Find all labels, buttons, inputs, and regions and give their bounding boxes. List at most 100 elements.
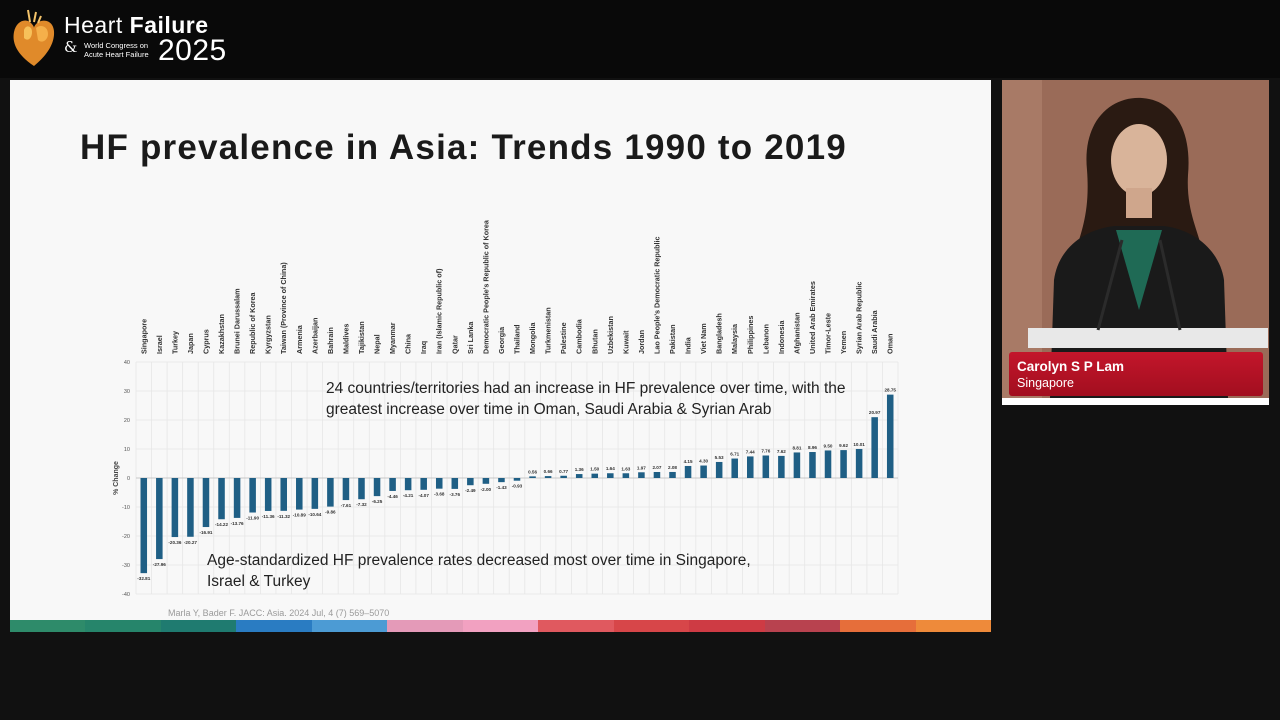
data-label: 2.08 [668, 465, 677, 470]
brand-subtitle-2: Acute Heart Failure [84, 50, 149, 59]
category-label: Iraq [419, 341, 428, 354]
category-label: Viet Nam [699, 323, 708, 354]
y-axis-label: % Change [113, 461, 120, 495]
category-label: Kuwait [621, 330, 630, 354]
category-label: Cyprus [201, 329, 210, 354]
bar-31 [607, 473, 614, 478]
category-label: Palestine [559, 322, 568, 354]
data-label: 10.01 [853, 442, 865, 447]
category-label: Nepal [373, 334, 382, 354]
bar-3 [171, 478, 179, 538]
y-tick-label: -40 [122, 592, 130, 598]
category-label: Bahrain [326, 327, 335, 354]
data-label: 28.75 [884, 388, 896, 393]
speaker-video: Carolyn S P Lam Singapore [1002, 80, 1269, 398]
data-label: -11.32 [277, 514, 290, 519]
data-label: -20.36 [168, 540, 181, 545]
bar-9 [264, 478, 272, 511]
category-label: China [404, 333, 413, 354]
bar-47 [855, 448, 863, 478]
category-label: Malaysia [730, 323, 739, 354]
bar-16 [373, 478, 381, 497]
category-label: Kazakhstan [217, 314, 226, 354]
y-tick-label: -30 [122, 563, 130, 569]
y-tick-label: -10 [122, 505, 130, 511]
stripe-segment [915, 620, 992, 632]
bar-17 [389, 478, 396, 491]
data-label: 1.50 [590, 467, 599, 472]
category-label: Philippines [746, 316, 755, 354]
data-label: 0.56 [528, 469, 537, 474]
bar-32 [622, 473, 630, 478]
data-label: 2.07 [652, 465, 661, 470]
bar-2 [156, 478, 163, 560]
category-label: Brunei Darussalam [233, 288, 242, 354]
bar-33 [638, 472, 645, 478]
data-label: -13.76 [231, 521, 244, 526]
data-label: 1.97 [637, 465, 646, 470]
data-label: -7.61 [341, 503, 352, 508]
data-label: 7.76 [761, 448, 770, 453]
category-label: Taiwan (Province of China) [279, 262, 288, 354]
data-label: 8.81 [792, 445, 801, 450]
stripe-segment [311, 620, 388, 632]
bar-38 [715, 461, 723, 478]
category-label: Japan [186, 333, 195, 354]
data-label: 20.97 [869, 410, 881, 415]
category-label: Iran (Islamic Republic of) [435, 268, 444, 354]
data-label: 0.77 [559, 469, 568, 474]
category-label: Myanmar [388, 322, 397, 354]
bar-42 [778, 455, 785, 478]
data-label: 0.66 [544, 469, 553, 474]
stripe-segment [689, 620, 765, 632]
category-label: Oman [886, 334, 895, 354]
bar-15 [358, 478, 365, 500]
bar-41 [762, 455, 770, 478]
bar-34 [653, 471, 661, 478]
category-label: Israel [155, 335, 164, 354]
category-label: Kyrgyzstan [264, 315, 273, 354]
stripe-segment [462, 620, 539, 632]
bar-39 [731, 458, 738, 478]
y-tick-label: 40 [124, 360, 130, 366]
data-label: -27.96 [153, 562, 166, 567]
brand-subtitle-1: World Congress on [84, 41, 149, 50]
data-label: 1.63 [621, 466, 630, 471]
category-label: Jordan [637, 330, 646, 354]
data-label: 7.44 [746, 449, 755, 454]
y-tick-label: 0 [127, 476, 130, 482]
category-label: Singapore [139, 319, 148, 354]
data-label: -11.90 [246, 516, 259, 521]
brand-year: 2025 [158, 34, 227, 67]
data-label: -2.00 [481, 487, 492, 492]
category-label: Maldives [341, 324, 350, 354]
stripe-segment [840, 620, 916, 632]
bar-24 [498, 478, 505, 483]
bar-44 [809, 452, 816, 478]
category-label: United Arab Emirates [808, 281, 817, 354]
bar-22 [467, 478, 474, 486]
category-label: Sri Lanka [466, 321, 475, 354]
bar-20 [435, 478, 443, 489]
data-label: -32.81 [137, 576, 150, 581]
y-tick-label: 30 [124, 389, 130, 395]
y-tick-label: -20 [122, 534, 130, 540]
bar-27 [544, 476, 552, 478]
brand-name: Heart Failure [64, 12, 209, 38]
data-label: -4.21 [403, 493, 414, 498]
bar-1 [140, 478, 148, 574]
bar-40 [746, 456, 754, 478]
category-label: Afghanistan [792, 312, 801, 354]
speaker-figure [1002, 80, 1269, 398]
bar-18 [404, 478, 412, 491]
category-label: India [684, 336, 693, 354]
data-label: 5.53 [715, 455, 724, 460]
data-label: 7.62 [777, 449, 786, 454]
bar-6 [218, 478, 225, 520]
category-label: Saudi Arabia [870, 309, 879, 354]
stripe-segment [160, 620, 237, 632]
category-label: Timor-Leste [824, 313, 833, 354]
data-label: 4.15 [684, 459, 693, 464]
bar-37 [700, 465, 707, 478]
bar-25 [513, 478, 521, 481]
